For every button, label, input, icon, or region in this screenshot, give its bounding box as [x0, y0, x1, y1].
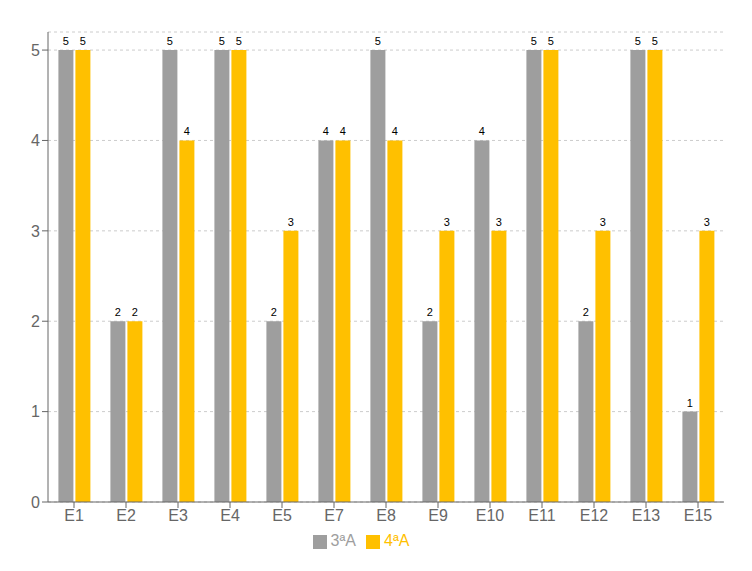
- svg-text:2: 2: [115, 306, 121, 318]
- svg-text:4: 4: [31, 132, 40, 149]
- svg-text:4: 4: [392, 125, 398, 137]
- svg-text:1: 1: [687, 397, 693, 409]
- svg-text:E2: E2: [116, 507, 136, 524]
- svg-text:E15: E15: [684, 507, 713, 524]
- svg-text:E3: E3: [168, 507, 188, 524]
- svg-text:E1: E1: [64, 507, 84, 524]
- svg-text:E12: E12: [580, 507, 609, 524]
- svg-text:5: 5: [236, 35, 242, 47]
- svg-text:5: 5: [167, 35, 173, 47]
- svg-text:5: 5: [635, 35, 641, 47]
- svg-text:E8: E8: [376, 507, 396, 524]
- svg-text:1: 1: [31, 403, 40, 420]
- svg-text:5: 5: [63, 35, 69, 47]
- svg-text:3: 3: [444, 216, 450, 228]
- svg-text:E4: E4: [220, 507, 240, 524]
- svg-text:4: 4: [184, 125, 190, 137]
- svg-text:2: 2: [132, 306, 138, 318]
- svg-text:4: 4: [323, 125, 329, 137]
- svg-text:E7: E7: [324, 507, 344, 524]
- html-text:3ªA: 3ªA: [330, 532, 356, 549]
- svg-text:5: 5: [548, 35, 554, 47]
- svg-text:3: 3: [704, 216, 710, 228]
- svg-text:E5: E5: [272, 507, 292, 524]
- svg-text:4: 4: [479, 125, 485, 137]
- svg-text:2: 2: [31, 313, 40, 330]
- svg-text:5: 5: [375, 35, 381, 47]
- svg-text:5: 5: [531, 35, 537, 47]
- svg-text:E13: E13: [632, 507, 661, 524]
- svg-text:5: 5: [31, 42, 40, 59]
- svg-text:3: 3: [496, 216, 502, 228]
- html-text:4ªA: 4ªA: [384, 532, 410, 549]
- svg-text:E11: E11: [528, 507, 555, 524]
- svg-text:E10: E10: [476, 507, 505, 524]
- svg-text:2: 2: [583, 306, 589, 318]
- svg-text:E9: E9: [428, 507, 448, 524]
- svg-text:4: 4: [340, 125, 346, 137]
- svg-text:5: 5: [80, 35, 86, 47]
- svg-text:3: 3: [31, 223, 40, 240]
- svg-text:2: 2: [271, 306, 277, 318]
- svg-text:0: 0: [31, 494, 40, 511]
- svg-text:5: 5: [652, 35, 658, 47]
- svg-text:5: 5: [219, 35, 225, 47]
- svg-text:3: 3: [288, 216, 294, 228]
- svg-text:2: 2: [427, 306, 433, 318]
- svg-text:3: 3: [600, 216, 606, 228]
